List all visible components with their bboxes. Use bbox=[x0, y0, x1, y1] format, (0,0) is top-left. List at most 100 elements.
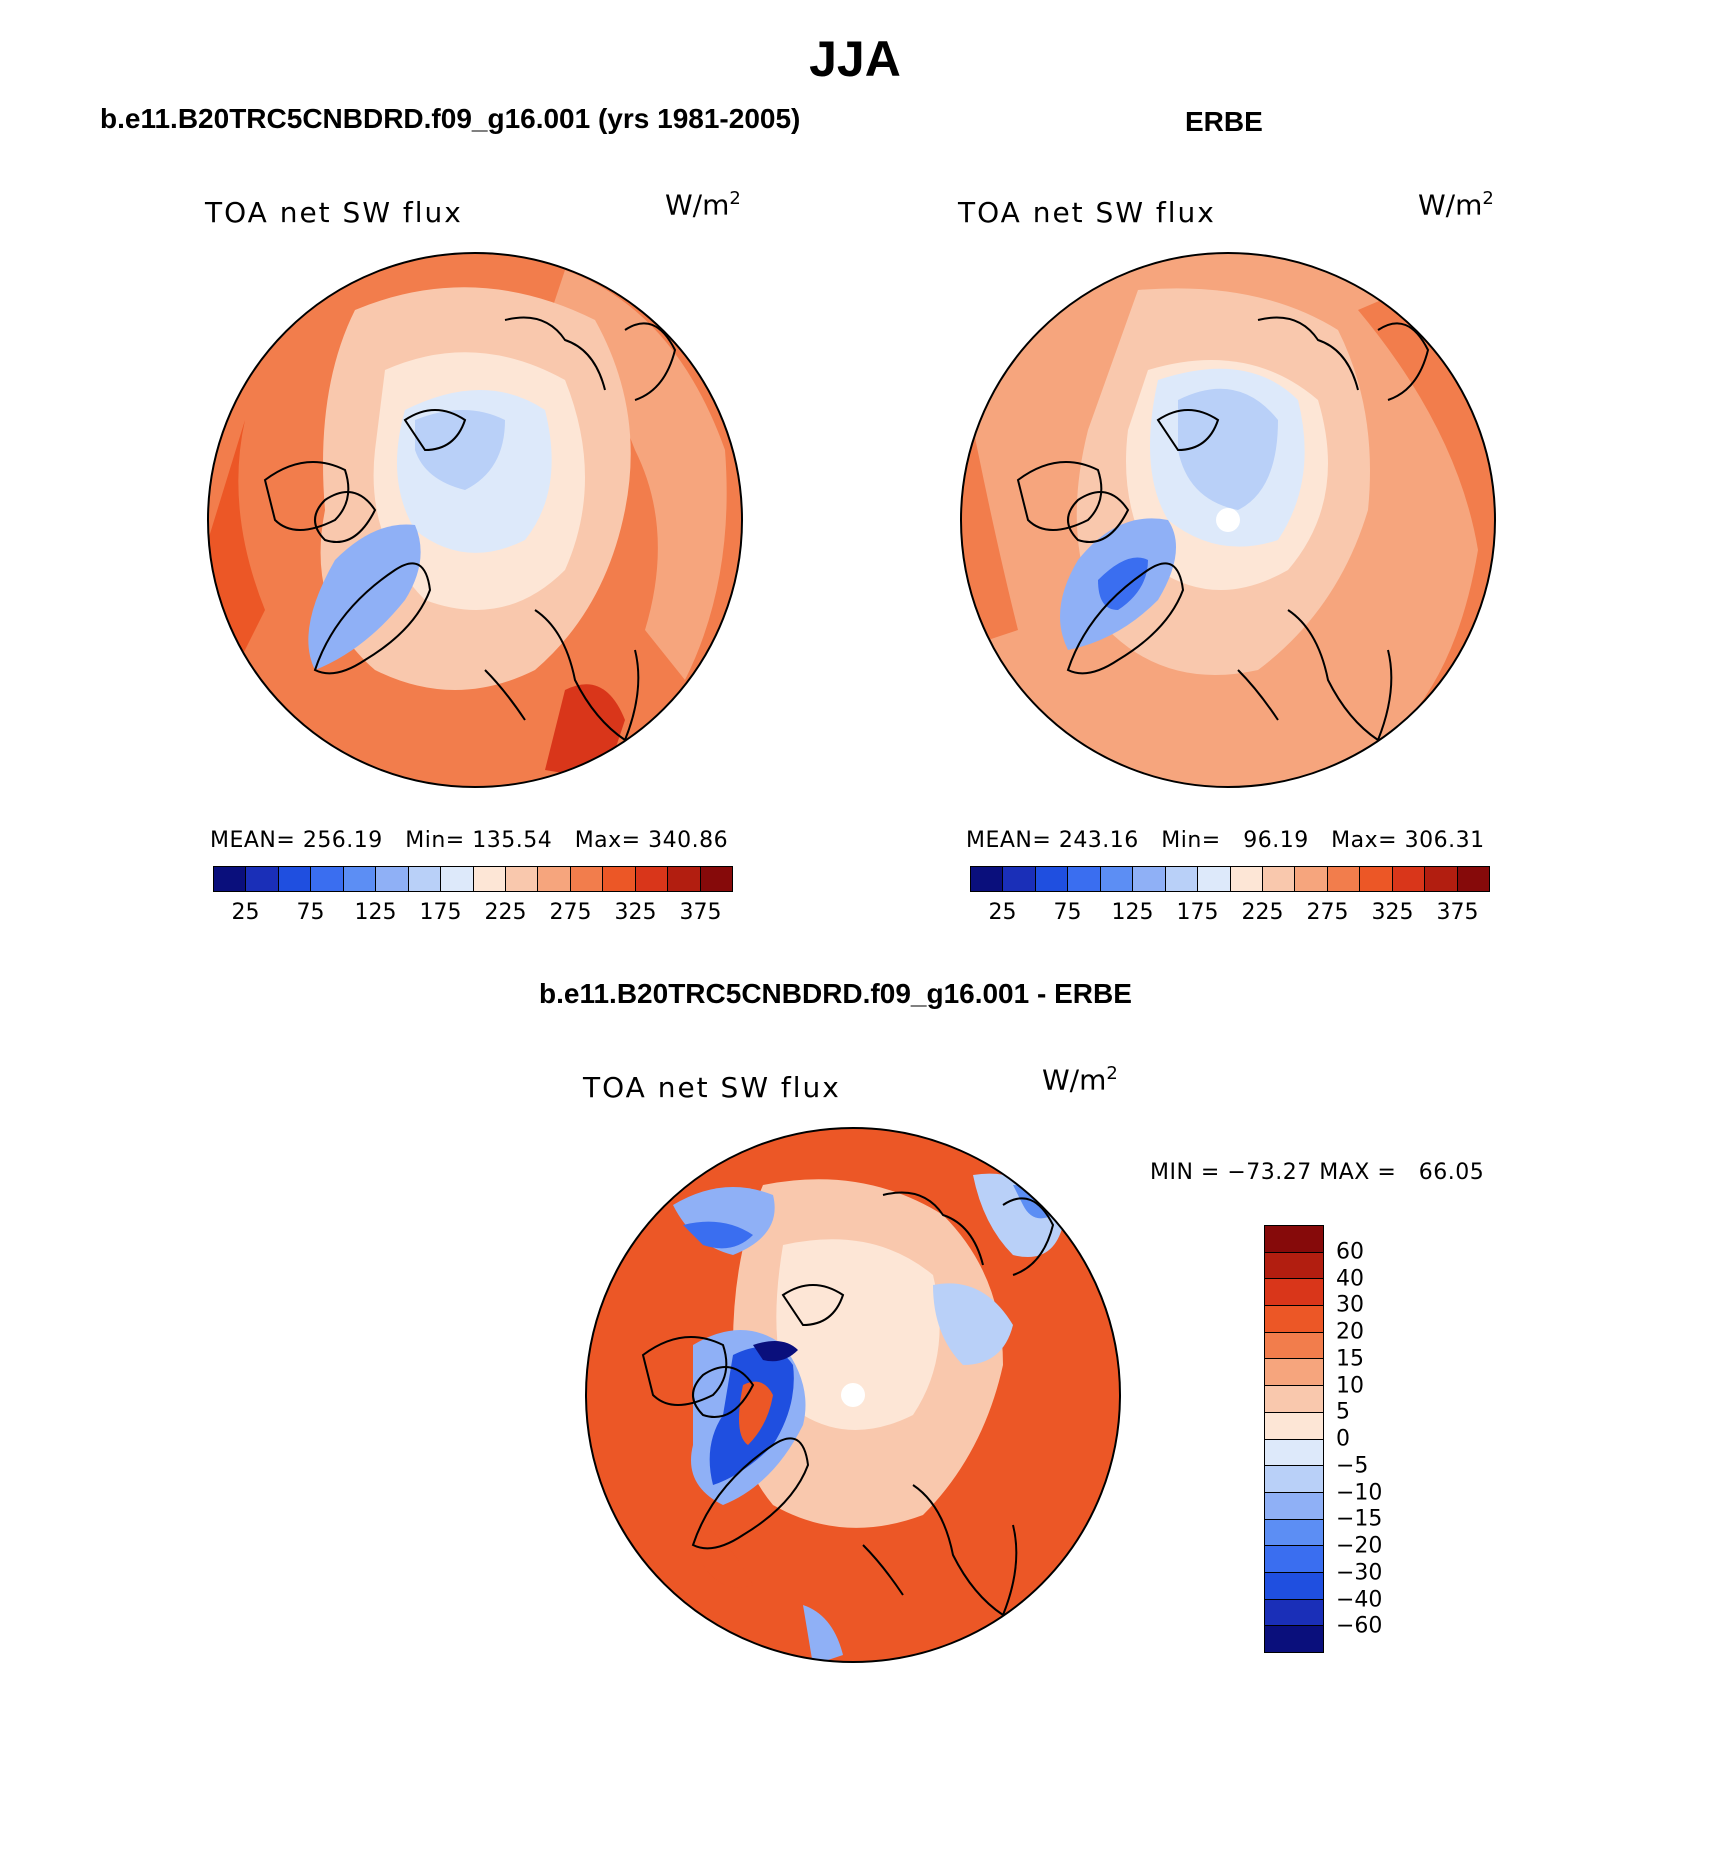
diff-colorbar bbox=[1264, 1225, 1324, 1653]
main-title: JJA bbox=[809, 31, 901, 87]
model-colorbar-tick-label: 125 bbox=[354, 900, 397, 925]
model-colorbar-swatch bbox=[700, 867, 732, 891]
model-colorbar-tick-label: 25 bbox=[231, 900, 260, 925]
obs-colorbar-swatch bbox=[1327, 867, 1361, 891]
diff-colorbar-tick-label: −60 bbox=[1336, 1613, 1383, 1639]
obs-variable-label: TOA net SW flux bbox=[958, 196, 1216, 229]
diff-colorbar-swatch bbox=[1265, 1626, 1323, 1652]
obs-colorbar-swatch bbox=[1133, 867, 1166, 891]
model-colorbar-swatch bbox=[505, 867, 539, 891]
obs-colorbar-ticks: 25 75 125 175 225 275 325 375 bbox=[970, 900, 1490, 930]
diff-variable-label: TOA net SW flux bbox=[583, 1071, 841, 1104]
model-colorbar-swatch bbox=[278, 867, 312, 891]
obs-colorbar bbox=[970, 866, 1490, 892]
diff-colorbar-tick-label: −40 bbox=[1336, 1587, 1383, 1612]
diff-colorbar-swatch bbox=[1265, 1546, 1323, 1573]
model-colorbar-tick-label: 175 bbox=[419, 900, 462, 925]
obs-colorbar-swatch bbox=[1035, 867, 1069, 891]
model-colorbar-tick-label: 275 bbox=[549, 900, 592, 925]
obs-colorbar-swatch bbox=[1165, 867, 1199, 891]
obs-colorbar-tick-label: 75 bbox=[1053, 900, 1082, 925]
diff-colorbar-tick-label: 15 bbox=[1336, 1346, 1364, 1372]
model-units-label: W/m2 bbox=[665, 188, 741, 222]
diff-units-label: W/m2 bbox=[1042, 1063, 1118, 1097]
model-colorbar-swatch bbox=[214, 867, 247, 891]
model-colorbar-ticks: 25 75 125 175 225 275 325 375 bbox=[213, 900, 733, 930]
model-colorbar-swatch bbox=[473, 867, 506, 891]
diff-colorbar-tick-label: −30 bbox=[1336, 1560, 1383, 1586]
obs-colorbar-swatch bbox=[1068, 867, 1101, 891]
diff-colorbar-swatch bbox=[1265, 1519, 1323, 1547]
obs-units-label: W/m2 bbox=[1418, 188, 1494, 222]
obs-panel-title: ERBE bbox=[1185, 106, 1263, 137]
diff-colorbar-swatch bbox=[1265, 1252, 1323, 1280]
diff-colorbar-tick-label: −5 bbox=[1336, 1453, 1369, 1479]
diff-colorbar-swatch bbox=[1265, 1226, 1323, 1253]
diff-colorbar-tick-label: 0 bbox=[1336, 1426, 1350, 1452]
diff-colorbar-tick-label: −15 bbox=[1336, 1506, 1383, 1532]
model-colorbar-swatch bbox=[538, 867, 571, 891]
model-colorbar-swatch bbox=[603, 867, 636, 891]
model-colorbar-swatch bbox=[441, 867, 474, 891]
diff-colorbar-swatch bbox=[1265, 1492, 1323, 1520]
model-colorbar-swatch bbox=[635, 867, 669, 891]
diff-minmax: MIN = −73.27 MAX = 66.05 bbox=[1150, 1160, 1485, 1185]
diff-colorbar-ticks: 60 40 30 20 15 10 5 0 −5 −10 −15 −20 −30 −40 −60 bbox=[1336, 1225, 1416, 1653]
diff-colorbar-swatch bbox=[1265, 1332, 1323, 1360]
model-colorbar-swatch bbox=[668, 867, 701, 891]
diff-colorbar-tick-label: 40 bbox=[1336, 1266, 1364, 1291]
model-polar-map bbox=[207, 252, 743, 788]
obs-colorbar-tick-label: 175 bbox=[1176, 900, 1219, 925]
model-colorbar-swatch bbox=[408, 867, 442, 891]
model-colorbar-swatch bbox=[311, 867, 344, 891]
obs-stats: MEAN= 243.16 Min= 96.19 Max= 306.31 bbox=[966, 828, 1485, 853]
diff-colorbar-tick-label: 30 bbox=[1336, 1292, 1364, 1318]
model-panel-title: b.e11.B20TRC5CNBDRD.f09_g16.001 (yrs 198… bbox=[100, 103, 801, 134]
diff-colorbar-tick-label: 5 bbox=[1336, 1399, 1350, 1425]
obs-colorbar-swatch bbox=[1003, 867, 1036, 891]
diff-colorbar-swatch bbox=[1265, 1359, 1323, 1387]
obs-colorbar-swatch bbox=[1457, 867, 1489, 891]
obs-colorbar-tick-label: 125 bbox=[1111, 900, 1154, 925]
diff-colorbar-swatch bbox=[1265, 1599, 1323, 1627]
obs-colorbar-swatch bbox=[1425, 867, 1458, 891]
obs-colorbar-swatch bbox=[1100, 867, 1134, 891]
diff-colorbar-swatch bbox=[1265, 1439, 1323, 1467]
model-colorbar-swatch bbox=[246, 867, 279, 891]
obs-colorbar-tick-label: 225 bbox=[1241, 900, 1284, 925]
diff-colorbar-swatch bbox=[1265, 1306, 1323, 1333]
obs-colorbar-swatch bbox=[1262, 867, 1296, 891]
obs-colorbar-swatch bbox=[1360, 867, 1393, 891]
model-colorbar-tick-label: 75 bbox=[296, 900, 325, 925]
model-stats: MEAN= 256.19 Min= 135.54 Max= 340.86 bbox=[210, 828, 729, 853]
diff-colorbar-tick-label: 20 bbox=[1336, 1319, 1364, 1345]
model-variable-label: TOA net SW flux bbox=[205, 196, 463, 229]
model-colorbar-swatch bbox=[343, 867, 377, 891]
diff-colorbar-swatch bbox=[1265, 1386, 1323, 1413]
obs-colorbar-swatch bbox=[1230, 867, 1263, 891]
diff-colorbar-tick-label: −20 bbox=[1336, 1533, 1383, 1559]
obs-colorbar-tick-label: 325 bbox=[1371, 900, 1414, 925]
diff-colorbar-swatch bbox=[1265, 1466, 1323, 1493]
model-colorbar-tick-label: 225 bbox=[484, 900, 527, 925]
diff-panel-title: b.e11.B20TRC5CNBDRD.f09_g16.001 - ERBE bbox=[539, 978, 1132, 1009]
obs-colorbar-tick-label: 25 bbox=[988, 900, 1017, 925]
diff-colorbar-swatch bbox=[1265, 1572, 1323, 1600]
obs-polar-map bbox=[960, 252, 1496, 788]
diff-polar-map bbox=[585, 1127, 1121, 1663]
diff-colorbar-swatch bbox=[1265, 1279, 1323, 1307]
model-colorbar-swatch bbox=[376, 867, 409, 891]
diff-colorbar-tick-label: −10 bbox=[1336, 1480, 1383, 1505]
obs-colorbar-swatch bbox=[971, 867, 1004, 891]
obs-colorbar-swatch bbox=[1198, 867, 1231, 891]
obs-colorbar-tick-label: 275 bbox=[1306, 900, 1349, 925]
diff-colorbar-tick-label: 10 bbox=[1336, 1373, 1364, 1398]
diff-colorbar-swatch bbox=[1265, 1412, 1323, 1440]
obs-colorbar-swatch bbox=[1392, 867, 1426, 891]
obs-colorbar-swatch bbox=[1295, 867, 1328, 891]
model-colorbar bbox=[213, 866, 733, 892]
model-colorbar-tick-label: 325 bbox=[614, 900, 657, 925]
model-colorbar-swatch bbox=[570, 867, 604, 891]
obs-colorbar-tick-label: 375 bbox=[1436, 900, 1479, 925]
diff-colorbar-tick-label: 60 bbox=[1336, 1239, 1364, 1265]
